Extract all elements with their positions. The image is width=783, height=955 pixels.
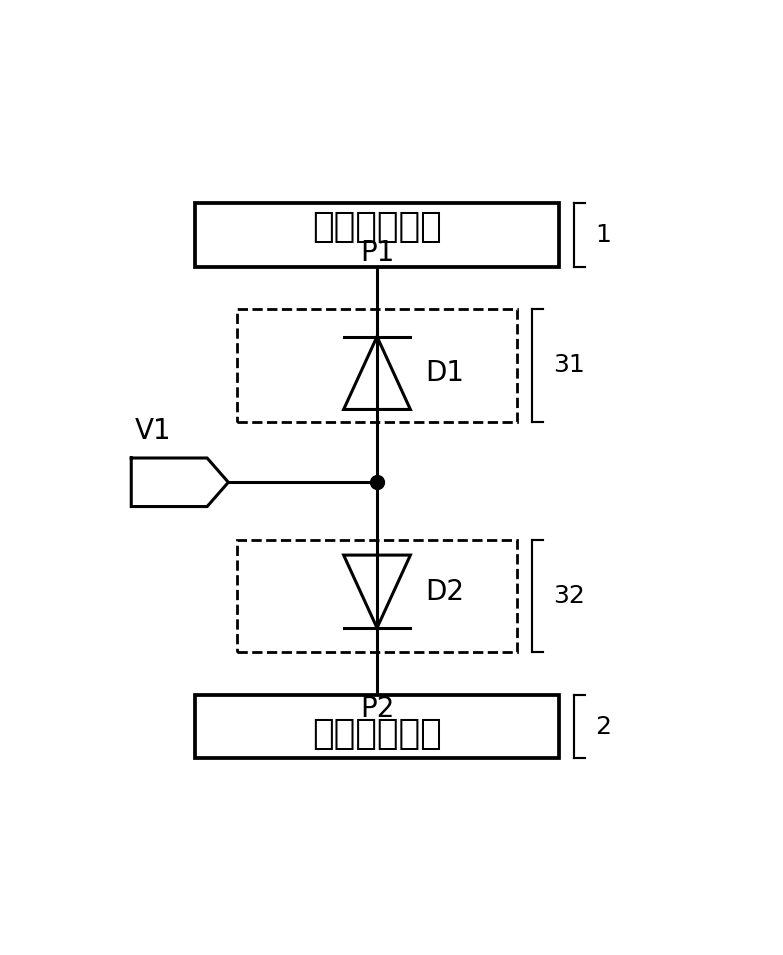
Text: 电源管理模块: 电源管理模块 bbox=[312, 717, 442, 752]
Text: D2: D2 bbox=[426, 578, 464, 605]
Text: 1: 1 bbox=[596, 223, 612, 247]
Text: V1: V1 bbox=[135, 416, 171, 445]
Bar bbox=[195, 203, 559, 266]
Text: 面板驱动模块: 面板驱动模块 bbox=[312, 210, 442, 244]
Bar bbox=[237, 309, 517, 421]
Text: P1: P1 bbox=[360, 239, 394, 266]
Text: P2: P2 bbox=[360, 694, 394, 723]
Text: D1: D1 bbox=[426, 359, 464, 387]
Text: 2: 2 bbox=[596, 714, 612, 738]
Bar bbox=[195, 694, 559, 758]
Text: 32: 32 bbox=[553, 584, 585, 608]
Text: 31: 31 bbox=[553, 353, 585, 377]
Bar bbox=[237, 540, 517, 652]
